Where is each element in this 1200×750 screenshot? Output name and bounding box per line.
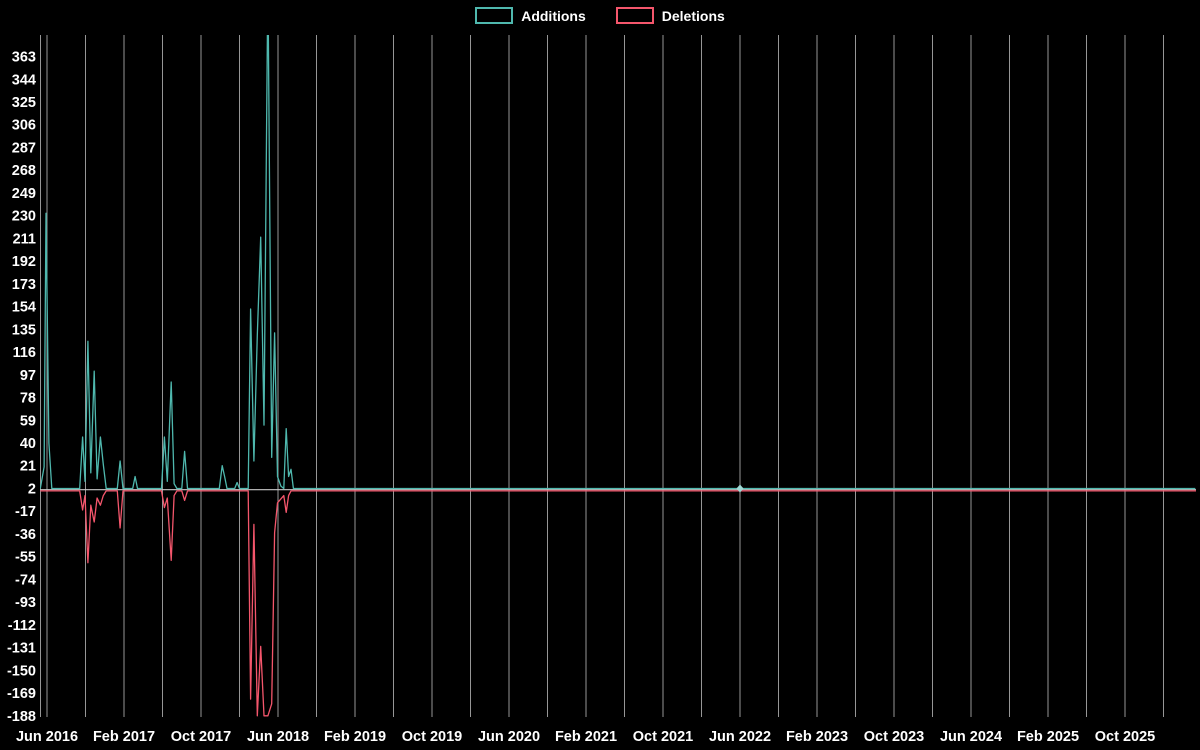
y-axis-labels: 363 344 325 306 287 268 249 230 211 192 173 154 135 1…: [7, 50, 36, 725]
gridlines: [40, 35, 1164, 717]
svg-text:135: 135: [12, 322, 36, 338]
svg-text:154: 154: [12, 300, 36, 316]
series-lines: [40, 35, 1196, 717]
svg-text:Oct 2023: Oct 2023: [864, 729, 924, 745]
svg-text:-112: -112: [8, 618, 36, 634]
additions-swatch-icon: [475, 7, 514, 24]
svg-text:Feb 2025: Feb 2025: [1017, 729, 1079, 745]
svg-text:Oct 2025: Oct 2025: [1095, 729, 1155, 745]
svg-text:Feb 2023: Feb 2023: [786, 729, 848, 745]
svg-text:97: 97: [20, 368, 36, 384]
svg-text:-36: -36: [15, 527, 36, 543]
svg-text:Feb 2017: Feb 2017: [93, 729, 155, 745]
svg-text:249: 249: [12, 186, 36, 202]
legend-deletions-label: Deletions: [661, 7, 725, 24]
svg-text:192: 192: [12, 254, 36, 270]
legend-item-additions[interactable]: Additions: [475, 7, 586, 24]
svg-text:Jun 2020: Jun 2020: [478, 729, 540, 745]
svg-text:-74: -74: [15, 572, 36, 588]
x-axis-labels: Jun 2016 Feb 2017 Oct 2017 Jun 2018 Feb 2019…: [16, 729, 1155, 745]
svg-text:Feb 2019: Feb 2019: [324, 729, 386, 745]
svg-text:Jun 2018: Jun 2018: [247, 729, 309, 745]
svg-text:268: 268: [12, 163, 36, 179]
svg-text:306: 306: [12, 118, 36, 134]
svg-text:-188: -188: [7, 709, 36, 725]
legend-item-deletions[interactable]: Deletions: [615, 7, 725, 24]
data-point-marker: [736, 484, 744, 493]
svg-text:363: 363: [12, 50, 36, 66]
svg-text:-17: -17: [15, 504, 36, 520]
svg-text:Jun 2016: Jun 2016: [16, 729, 78, 745]
svg-text:-55: -55: [15, 550, 36, 566]
additions-line: [40, 35, 1196, 490]
svg-text:Oct 2017: Oct 2017: [171, 729, 231, 745]
deletions-swatch-icon: [615, 7, 654, 24]
svg-text:-93: -93: [15, 595, 36, 611]
svg-text:40: 40: [20, 436, 36, 452]
deletions-line: [40, 490, 1196, 717]
svg-text:325: 325: [12, 95, 36, 111]
svg-text:173: 173: [12, 277, 36, 293]
svg-text:211: 211: [13, 231, 36, 247]
svg-text:78: 78: [20, 391, 36, 407]
chart-legend: Additions Deletions: [0, 7, 1200, 24]
svg-text:Jun 2022: Jun 2022: [709, 729, 771, 745]
svg-text:Jun 2024: Jun 2024: [940, 729, 1002, 745]
svg-text:Feb 2021: Feb 2021: [555, 729, 617, 745]
svg-text:230: 230: [12, 209, 36, 225]
svg-text:-150: -150: [7, 663, 36, 679]
svg-text:-131: -131: [7, 641, 36, 657]
svg-text:116: 116: [13, 345, 36, 361]
svg-text:-169: -169: [7, 686, 36, 702]
svg-text:287: 287: [12, 141, 36, 157]
svg-text:Oct 2019: Oct 2019: [402, 729, 462, 745]
svg-text:59: 59: [20, 413, 36, 429]
svg-text:344: 344: [12, 72, 36, 88]
svg-text:2: 2: [28, 482, 36, 498]
legend-additions-label: Additions: [521, 7, 586, 24]
svg-text:Oct 2021: Oct 2021: [633, 729, 693, 745]
svg-text:21: 21: [20, 459, 36, 475]
